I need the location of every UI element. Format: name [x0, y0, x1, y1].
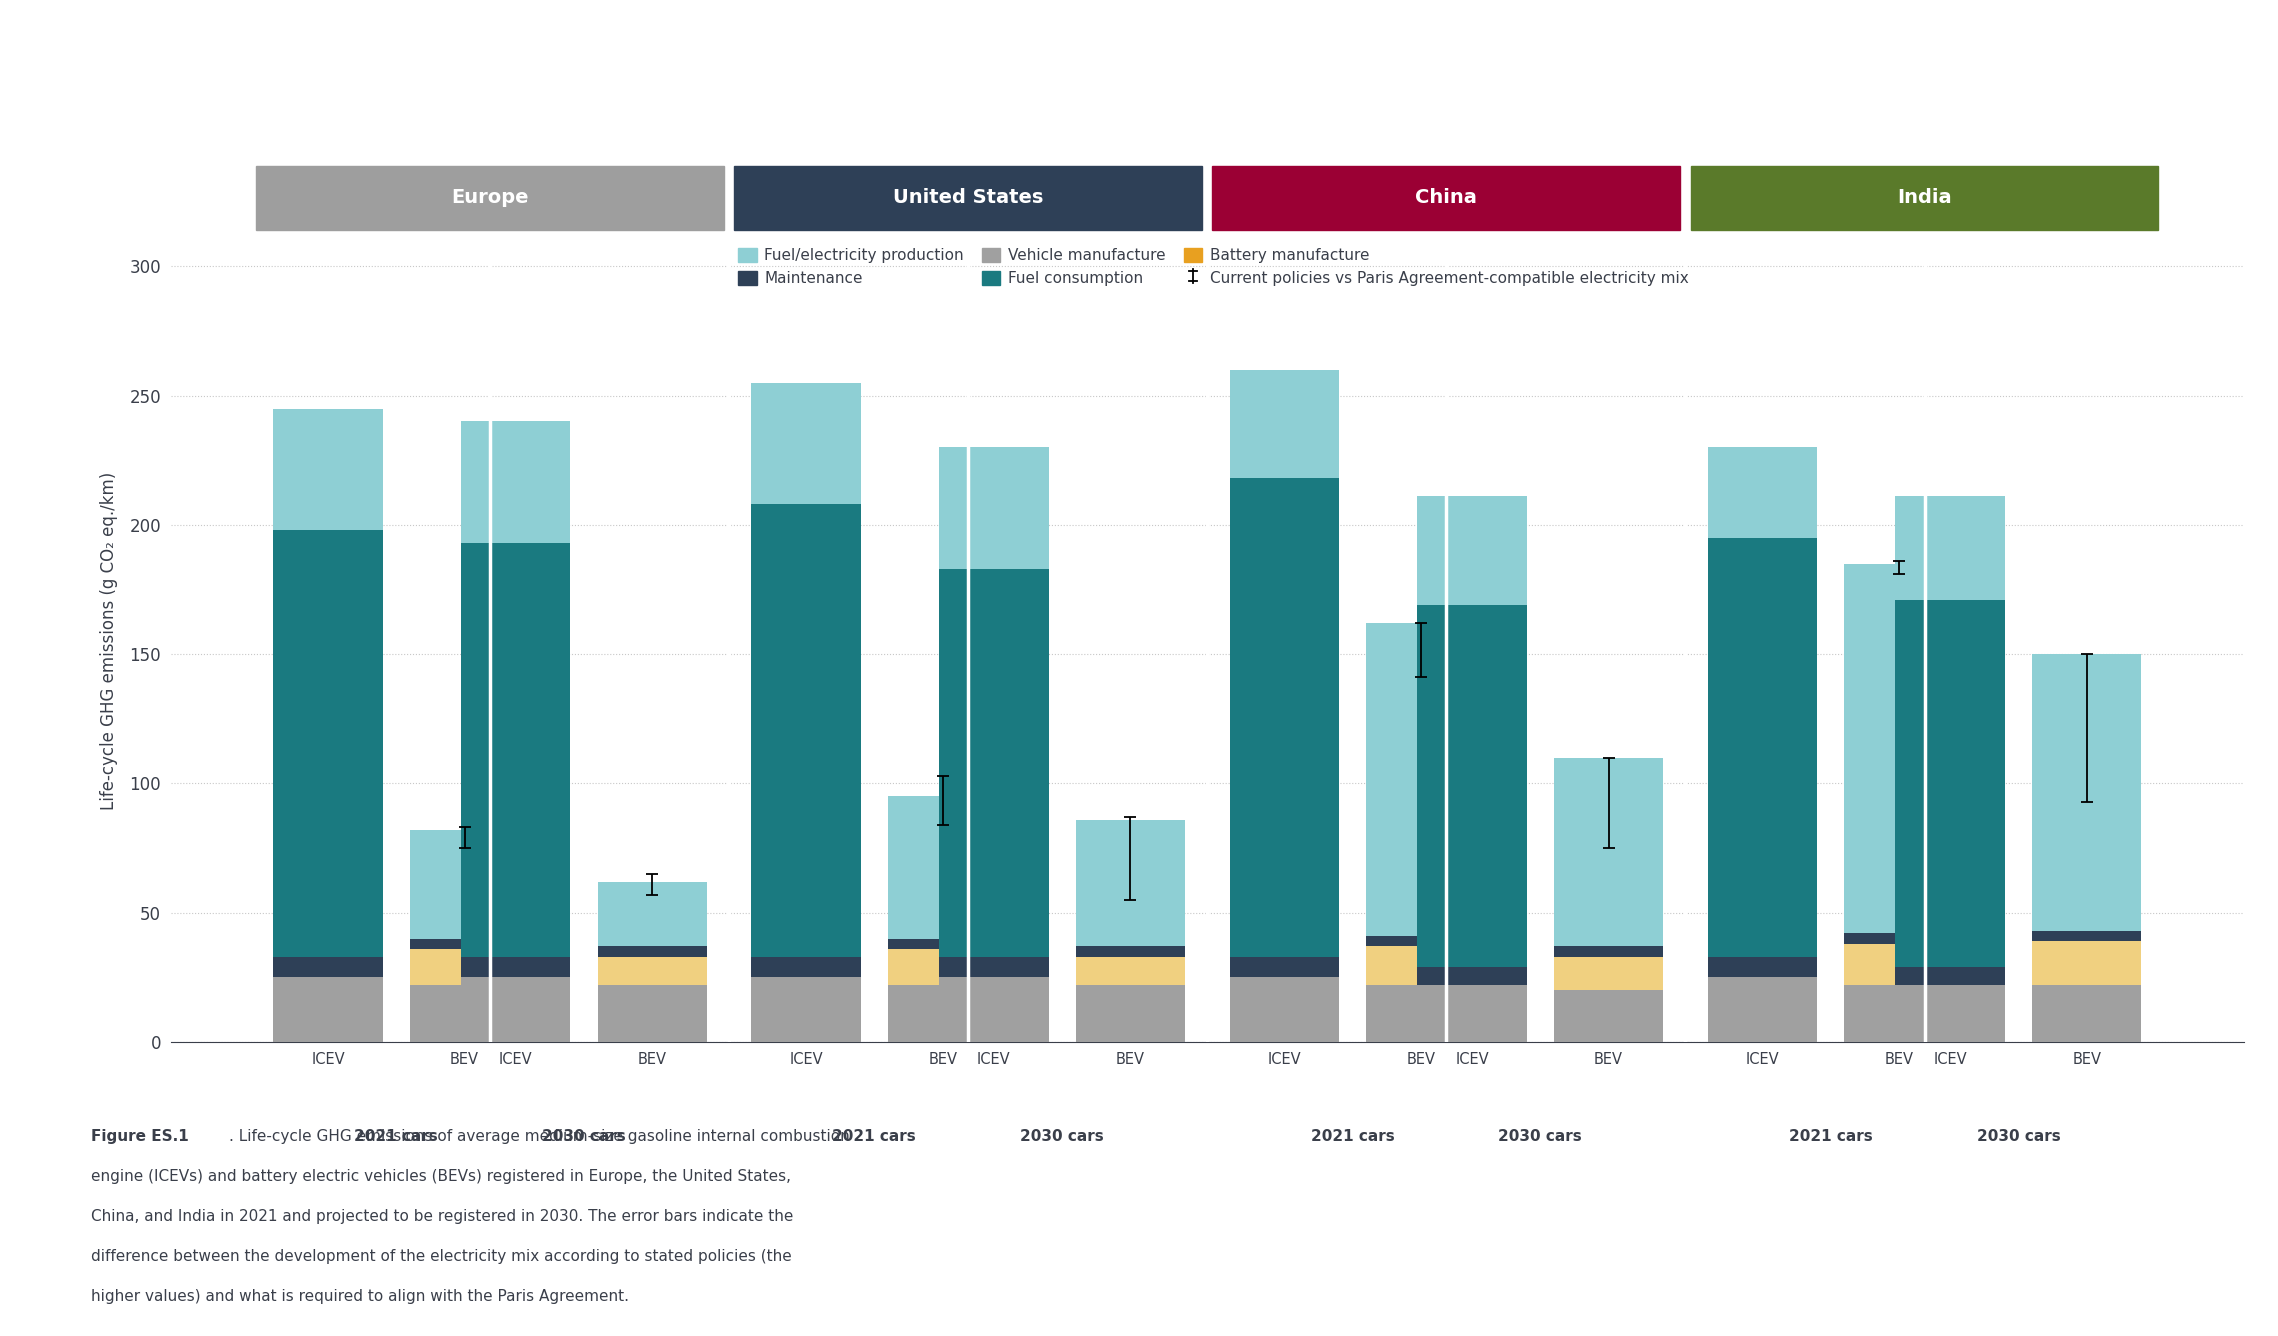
Bar — [939, 957, 1048, 978]
Bar — [752, 957, 861, 978]
Text: 2021 cars: 2021 cars — [355, 1129, 437, 1144]
Bar — [752, 382, 861, 504]
Bar — [1554, 957, 1663, 990]
Text: 2030 cars: 2030 cars — [1021, 1129, 1105, 1144]
Bar — [888, 796, 998, 939]
Bar — [597, 985, 706, 1042]
Bar — [273, 957, 383, 978]
Bar — [939, 448, 1048, 569]
Bar — [2032, 985, 2141, 1042]
Bar — [939, 569, 1048, 957]
Text: China, and India in 2021 and projected to be registered in 2030. The error bars : China, and India in 2021 and projected t… — [91, 1209, 793, 1224]
Bar — [1554, 990, 1663, 1042]
Text: engine (ICEVs) and battery electric vehicles (BEVs) registered in Europe, the Un: engine (ICEVs) and battery electric vehi… — [91, 1169, 790, 1184]
Bar — [2032, 942, 2141, 985]
Text: United States: United States — [893, 188, 1043, 207]
Bar — [1845, 934, 1955, 943]
Bar — [1075, 946, 1185, 957]
Bar — [939, 978, 1048, 1042]
Text: difference between the development of the electricity mix according to stated po: difference between the development of th… — [91, 1249, 793, 1264]
Bar — [1895, 600, 2005, 967]
Text: . Life-cycle GHG emissions of average medium-size gasoline internal combustion: . Life-cycle GHG emissions of average me… — [228, 1129, 850, 1144]
Bar — [1895, 497, 2005, 600]
Bar — [1367, 946, 1476, 985]
Bar — [1417, 985, 1526, 1042]
Y-axis label: Life-cycle GHG emissions (g CO₂ eq./km): Life-cycle GHG emissions (g CO₂ eq./km) — [100, 472, 118, 811]
Bar — [410, 949, 519, 985]
Bar — [1230, 478, 1339, 957]
Bar — [460, 978, 570, 1042]
Text: 2021 cars: 2021 cars — [1788, 1129, 1873, 1144]
Bar — [460, 542, 570, 957]
Bar — [597, 946, 706, 957]
Bar — [597, 957, 706, 985]
Bar — [1230, 978, 1339, 1042]
Bar — [1895, 985, 2005, 1042]
Bar — [888, 949, 998, 985]
Text: 2030 cars: 2030 cars — [1977, 1129, 2059, 1144]
Bar — [1075, 957, 1185, 985]
Bar — [2032, 931, 2141, 942]
Bar — [410, 939, 519, 949]
Bar — [1845, 564, 1955, 934]
Bar — [752, 504, 861, 957]
Text: Europe: Europe — [451, 188, 528, 207]
Text: Figure ES.1: Figure ES.1 — [91, 1129, 189, 1144]
Text: 2021 cars: 2021 cars — [831, 1129, 916, 1144]
Text: China: China — [1415, 188, 1478, 207]
Bar — [1708, 957, 1818, 978]
Bar — [1075, 820, 1185, 946]
Bar — [460, 421, 570, 542]
Bar — [1845, 985, 1955, 1042]
Bar — [273, 409, 383, 530]
Text: India: India — [1898, 188, 1952, 207]
Bar — [1845, 943, 1955, 985]
Bar — [410, 830, 519, 939]
Bar — [1417, 967, 1526, 985]
Bar — [460, 957, 570, 978]
Bar — [1554, 758, 1663, 946]
Bar — [1417, 497, 1526, 605]
Text: 2030 cars: 2030 cars — [1499, 1129, 1583, 1144]
Bar — [2032, 655, 2141, 931]
Bar — [1367, 985, 1476, 1042]
Bar — [752, 978, 861, 1042]
Bar — [1075, 985, 1185, 1042]
Bar — [1367, 937, 1476, 946]
Bar — [597, 882, 706, 946]
Text: higher values) and what is required to align with the Paris Agreement.: higher values) and what is required to a… — [91, 1289, 629, 1304]
Bar — [888, 939, 998, 949]
Bar — [1708, 448, 1818, 538]
Bar — [1230, 370, 1339, 478]
Bar — [1895, 967, 2005, 985]
Bar — [1708, 978, 1818, 1042]
Bar — [1367, 623, 1476, 937]
Bar — [410, 985, 519, 1042]
Bar — [1554, 946, 1663, 957]
Text: 2030 cars: 2030 cars — [542, 1129, 626, 1144]
Bar — [273, 978, 383, 1042]
Bar — [1708, 538, 1818, 957]
Bar — [1230, 957, 1339, 978]
Legend: Fuel/electricity production, Maintenance, Vehicle manufacture, Fuel consumption,: Fuel/electricity production, Maintenance… — [738, 248, 1688, 286]
Bar — [888, 985, 998, 1042]
Bar — [1417, 605, 1526, 967]
Text: 2021 cars: 2021 cars — [1310, 1129, 1394, 1144]
Bar — [273, 530, 383, 957]
